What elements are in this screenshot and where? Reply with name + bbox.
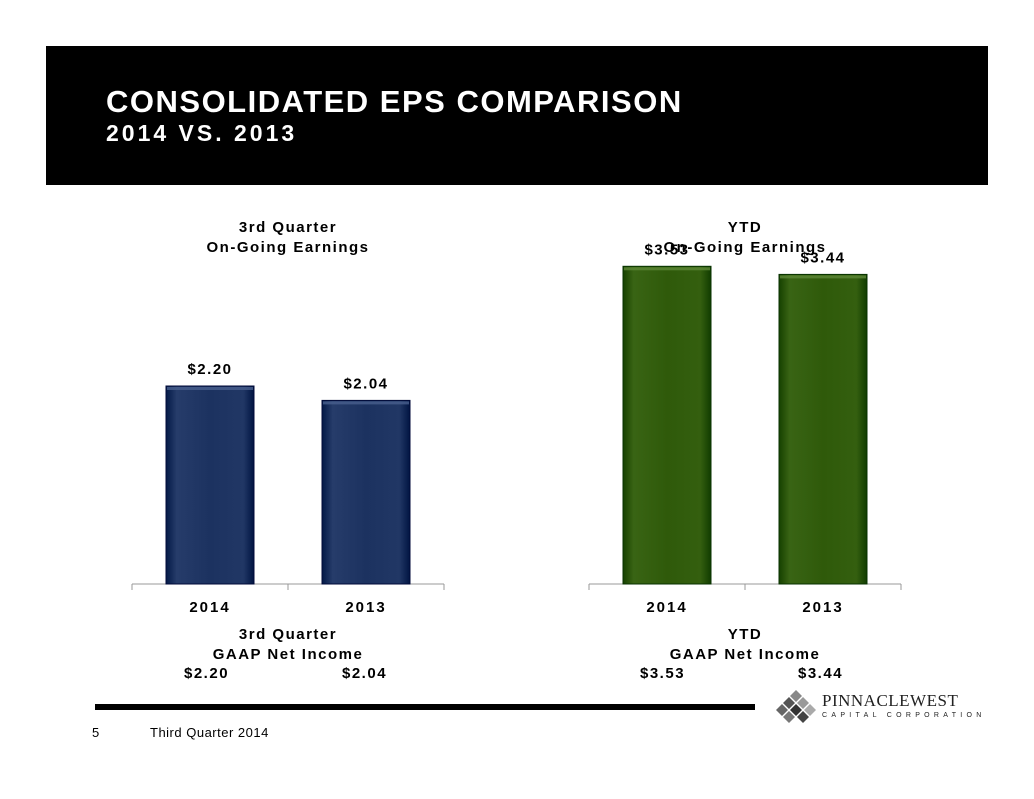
gaap-ytd-2013-value: $3.44: [798, 665, 844, 682]
category-label-quarter-2014: 2014: [189, 599, 230, 616]
bar-quarter-2013: [321, 399, 411, 585]
gaap-ytd-line2: GAAP Net Income: [669, 646, 821, 663]
bar-highlight: [323, 401, 409, 405]
gaap-ytd-line1: YTD: [727, 626, 763, 643]
bar-ytd-2014: [622, 265, 712, 585]
bar-ytd-2013: [778, 273, 868, 585]
footer-text: Third Quarter 2014: [150, 725, 269, 740]
data-label-quarter-2014: $2.20: [187, 361, 232, 378]
company-logo: PINNACLEWEST CAPITAL CORPORATION: [770, 688, 981, 728]
title-banner: CONSOLIDATED EPS COMPARISON 2014 VS. 201…: [46, 46, 988, 185]
logo-name: PINNACLEWEST: [822, 691, 959, 710]
category-label-ytd-2013: 2013: [802, 599, 843, 616]
bar-highlight: [624, 267, 710, 271]
chart-title-quarter-line1: 3rd Quarter: [238, 219, 338, 236]
chart-title-ytd-line2: On-Going Earnings: [663, 239, 827, 256]
gaap-quarter-2013-value: $2.04: [342, 665, 388, 682]
gaap-quarter-2014-value: $2.20: [184, 665, 230, 682]
chart-title-ytd: YTD On-Going Earnings: [605, 218, 885, 258]
gaap-quarter-line2: GAAP Net Income: [212, 646, 364, 663]
data-label-quarter-2013: $2.04: [343, 375, 388, 392]
chart-title-ytd-line1: YTD: [727, 219, 763, 236]
gaap-label-ytd: YTD GAAP Net Income: [605, 625, 885, 665]
footer-rule: [95, 704, 755, 710]
category-label-quarter-2013: 2013: [345, 599, 386, 616]
page-subtitle: 2014 VS. 2013: [106, 120, 298, 146]
gaap-ytd-2014-value: $3.53: [640, 665, 686, 682]
bar-highlight: [167, 387, 253, 390]
data-label-ytd-2014: $3.53: [644, 241, 689, 258]
chart-title-quarter: 3rd Quarter On-Going Earnings: [148, 218, 428, 258]
logo-subtitle: CAPITAL CORPORATION: [822, 712, 986, 719]
bar-quarter-2014: [165, 385, 255, 585]
chart-title-quarter-line2: On-Going Earnings: [206, 239, 370, 256]
bar-highlight: [780, 275, 866, 279]
diamond-logo-icon: [776, 690, 816, 723]
page-number: 5: [92, 725, 100, 740]
gaap-quarter-line1: 3rd Quarter: [238, 626, 338, 643]
gaap-label-quarter: 3rd Quarter GAAP Net Income: [148, 625, 428, 665]
page-title: CONSOLIDATED EPS COMPARISON: [106, 84, 683, 119]
data-label-ytd-2013: $3.44: [800, 249, 845, 266]
category-label-ytd-2014: 2014: [646, 599, 687, 616]
